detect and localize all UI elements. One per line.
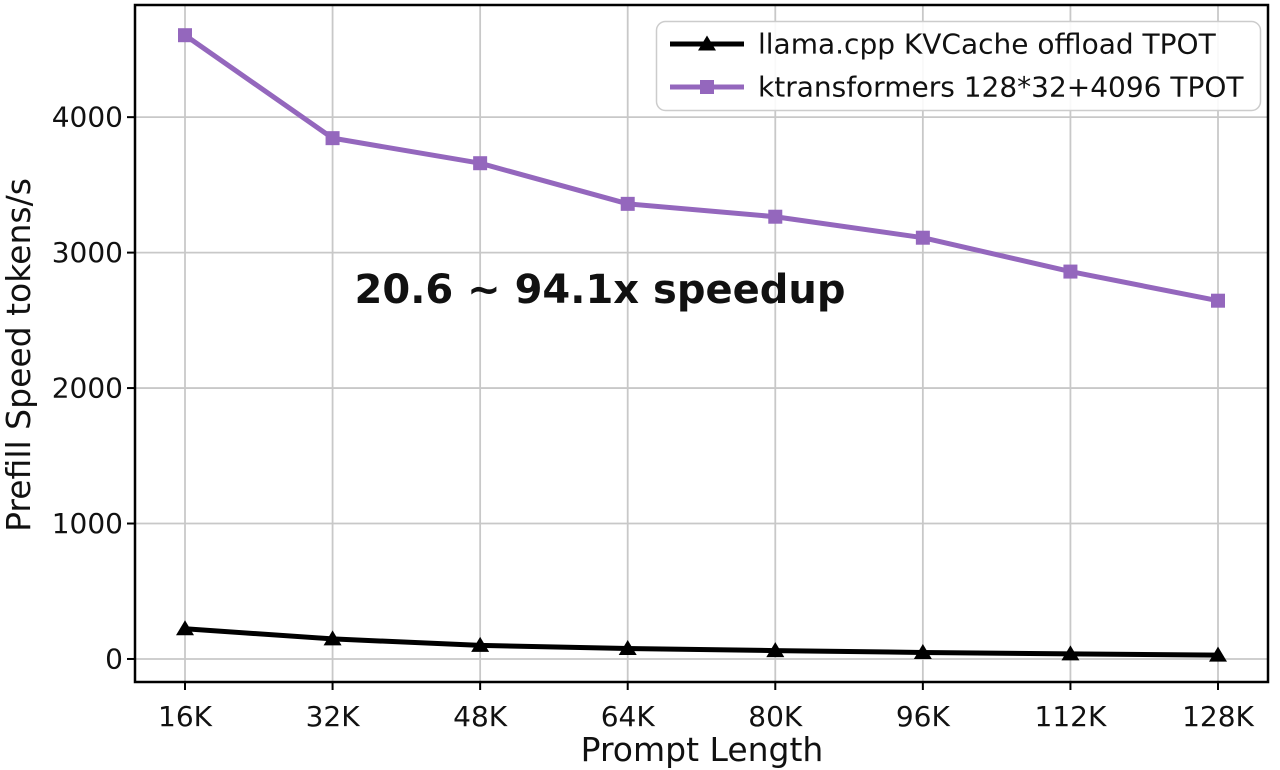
legend-box: [655, 20, 1262, 112]
y-tick-label: 2000: [52, 372, 123, 405]
series-square: [178, 28, 1225, 308]
gridlines: [135, 5, 1268, 682]
x-tick-label: 64K: [601, 700, 656, 733]
triangle-marker-icon: [913, 643, 932, 659]
triangle-marker-icon: [1061, 645, 1080, 661]
triangle-marker-icon: [698, 35, 716, 51]
x-tick-label: 80K: [748, 700, 803, 733]
square-marker-icon: [1211, 293, 1225, 308]
triangle-marker-icon: [1209, 646, 1227, 662]
square-marker-icon: [178, 28, 192, 43]
x-tick-label: 48K: [453, 700, 508, 733]
square-marker-icon: [915, 230, 930, 245]
x-tick-label: 96K: [896, 700, 951, 733]
square-marker-icon: [768, 209, 783, 224]
x-axis-label: Prompt Length: [581, 730, 824, 769]
y-tick-label: 0: [105, 642, 123, 675]
triangle-marker-icon: [766, 642, 785, 658]
triangle-marker-icon: [176, 620, 194, 636]
series-triangle: [176, 620, 1227, 662]
square-marker-icon: [325, 131, 340, 146]
square-marker-icon: [700, 80, 714, 94]
y-tick-label: 4000: [52, 101, 123, 134]
y-tick-labels: 0 1000 2000 3000 4000: [52, 101, 123, 676]
series-line: [182, 32, 1221, 304]
plot-border: [133, 3, 1270, 684]
axis-tick-marks: [127, 116, 1219, 690]
x-tick-label: 32K: [306, 700, 361, 733]
y-tick-label: 1000: [52, 507, 123, 540]
square-marker-icon: [620, 196, 635, 211]
series-line: [182, 626, 1221, 658]
x-tick-labels: 16K 32K 48K 64K 80K 96K 112K 128K: [158, 700, 1255, 733]
legend: llama.cpp KVCache offload TPOT ktransfor…: [655, 20, 1262, 112]
data-series: [176, 28, 1227, 662]
triangle-marker-icon: [323, 630, 342, 646]
speedup-annotation: 20.6 ~ 94.1x speedup: [355, 267, 846, 313]
legend-label-ktransformers: ktransformers 128*32+4096 TPOT: [758, 71, 1244, 104]
square-marker-icon: [1063, 264, 1078, 279]
triangle-marker-icon: [618, 640, 637, 656]
x-tick-label: 128K: [1182, 700, 1254, 733]
square-marker-icon: [473, 156, 488, 171]
triangle-marker-icon: [471, 636, 490, 652]
x-tick-label: 16K: [158, 700, 213, 733]
legend-samples: [670, 35, 744, 94]
y-axis-label: Prefill Speed tokens/s: [0, 178, 38, 532]
legend-label-llamacpp: llama.cpp KVCache offload TPOT: [758, 28, 1217, 61]
y-tick-label: 3000: [52, 236, 123, 269]
x-tick-label: 112K: [1035, 700, 1107, 733]
